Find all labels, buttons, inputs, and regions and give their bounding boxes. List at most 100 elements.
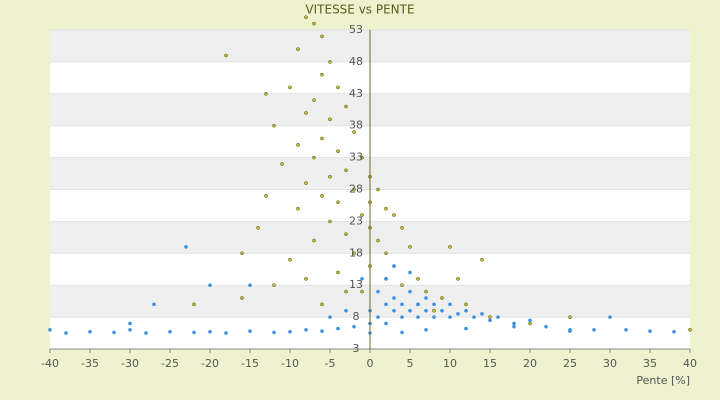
point (512, 324, 516, 329)
x-tick-label: -30 (121, 357, 139, 370)
point (224, 53, 228, 58)
y-tick-label: 38 (349, 119, 363, 132)
point (624, 328, 628, 332)
point (344, 232, 348, 237)
point (128, 328, 132, 332)
point (432, 315, 436, 319)
point (288, 329, 292, 334)
point (208, 329, 212, 334)
point (392, 264, 396, 268)
y-tick-label: 53 (349, 23, 363, 36)
point (376, 187, 380, 192)
x-tick-label: 5 (407, 357, 414, 370)
point (296, 47, 300, 51)
point (152, 302, 156, 307)
point (384, 206, 388, 211)
point (344, 168, 348, 173)
x-tick-label: -15 (241, 357, 259, 370)
point (416, 276, 420, 281)
point (112, 330, 116, 335)
point (528, 318, 532, 323)
point (480, 257, 484, 262)
point (464, 302, 468, 307)
point (568, 315, 572, 319)
point (360, 213, 364, 217)
point (280, 162, 284, 166)
point (432, 302, 436, 307)
y-tick-label: 18 (349, 246, 363, 259)
chart-title: VITESSE vs PENTE (305, 3, 414, 17)
x-tick-label: -40 (41, 357, 59, 370)
point (88, 329, 92, 334)
point (336, 326, 340, 331)
point (400, 315, 404, 319)
point (608, 315, 612, 319)
point (376, 315, 380, 319)
point (304, 15, 308, 20)
point (144, 331, 148, 335)
point (512, 321, 516, 326)
point (496, 315, 500, 319)
point (360, 155, 364, 160)
point (440, 296, 444, 300)
point (296, 142, 300, 147)
point (472, 315, 476, 319)
point (240, 251, 244, 256)
point (344, 289, 348, 294)
x-tick-label: -35 (81, 357, 99, 370)
point (456, 312, 460, 316)
y-tick-label: 33 (349, 151, 363, 164)
y-tick-label: 8 (353, 310, 360, 323)
point (424, 308, 428, 313)
x-tick-label: 15 (483, 357, 497, 370)
point (528, 321, 532, 326)
point (416, 302, 420, 307)
point (64, 331, 68, 335)
y-tick-label: 43 (349, 87, 363, 100)
y-tick-label: 23 (349, 214, 363, 227)
x-tick-label: 25 (563, 357, 577, 370)
point (400, 302, 404, 307)
point (352, 251, 356, 256)
point (424, 289, 428, 294)
point (384, 321, 388, 326)
y-tick-label: 28 (349, 183, 363, 196)
point (312, 155, 316, 160)
point (248, 283, 252, 288)
point (328, 315, 332, 319)
y-tick-label: 13 (349, 278, 363, 291)
point (376, 289, 380, 294)
point (328, 219, 332, 224)
point (448, 245, 452, 249)
point (488, 318, 492, 323)
point (672, 329, 676, 334)
point (304, 328, 308, 332)
point (304, 111, 308, 115)
point (312, 98, 316, 103)
point (312, 238, 316, 243)
point (400, 225, 404, 230)
point (352, 130, 356, 134)
point (352, 187, 356, 192)
x-tick-label: -5 (325, 357, 336, 370)
x-tick-label: -10 (281, 357, 299, 370)
x-tick-label: 30 (603, 357, 617, 370)
point (336, 200, 340, 205)
point (256, 225, 260, 230)
point (184, 245, 188, 249)
point (424, 296, 428, 300)
y-tick-label: 48 (349, 55, 363, 68)
point (336, 85, 340, 90)
point (320, 136, 324, 141)
point (208, 283, 212, 288)
point (392, 308, 396, 313)
point (592, 328, 596, 332)
point (272, 330, 276, 335)
point (328, 174, 332, 179)
point (296, 206, 300, 211)
point (488, 315, 492, 319)
point (320, 72, 324, 77)
point (288, 257, 292, 262)
